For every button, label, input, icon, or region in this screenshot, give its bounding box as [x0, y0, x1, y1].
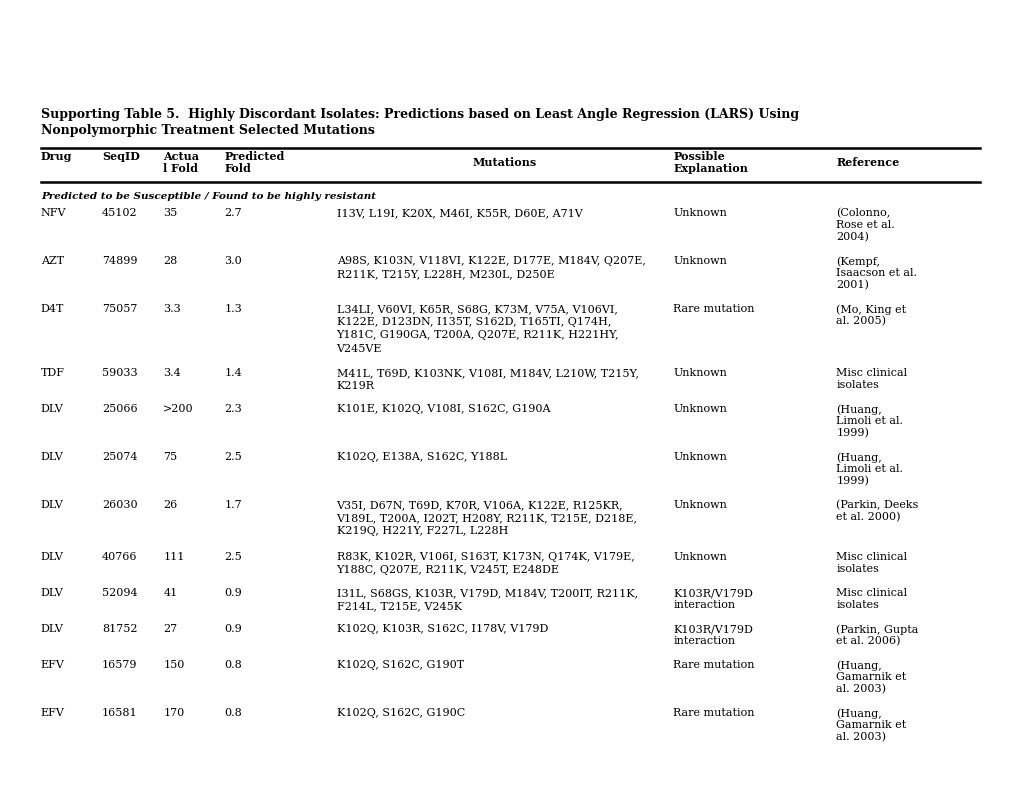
Text: 0.8: 0.8	[224, 708, 242, 718]
Text: 25066: 25066	[102, 404, 138, 414]
Text: SeqID: SeqID	[102, 151, 140, 162]
Text: 0.9: 0.9	[224, 624, 242, 634]
Text: DLV: DLV	[41, 588, 63, 598]
Text: (Mo, King et
al. 2005): (Mo, King et al. 2005)	[836, 304, 906, 326]
Text: 35: 35	[163, 208, 177, 218]
Text: Misc clinical
isolates: Misc clinical isolates	[836, 552, 907, 574]
Text: I31L, S68GS, K103R, V179D, M184V, T200IT, R211K,
F214L, T215E, V245K: I31L, S68GS, K103R, V179D, M184V, T200IT…	[336, 588, 637, 611]
Text: (Huang,
Limoli et al.
1999): (Huang, Limoli et al. 1999)	[836, 452, 903, 486]
Text: 28: 28	[163, 256, 177, 266]
Text: >200: >200	[163, 404, 194, 414]
Text: Unknown: Unknown	[673, 404, 727, 414]
Text: 59033: 59033	[102, 368, 138, 378]
Text: 74899: 74899	[102, 256, 138, 266]
Text: 16581: 16581	[102, 708, 138, 718]
Text: Unknown: Unknown	[673, 452, 727, 462]
Text: I13V, L19I, K20X, M46I, K55R, D60E, A71V: I13V, L19I, K20X, M46I, K55R, D60E, A71V	[336, 208, 582, 218]
Text: K102Q, E138A, S162C, Y188L: K102Q, E138A, S162C, Y188L	[336, 452, 506, 462]
Text: Unknown: Unknown	[673, 368, 727, 378]
Text: 45102: 45102	[102, 208, 138, 218]
Text: 3.0: 3.0	[224, 256, 242, 266]
Text: DLV: DLV	[41, 552, 63, 562]
Text: K103R/V179D
interaction: K103R/V179D interaction	[673, 624, 752, 645]
Text: EFV: EFV	[41, 660, 64, 670]
Text: 1.4: 1.4	[224, 368, 242, 378]
Text: 75057: 75057	[102, 304, 138, 314]
Text: Mutations: Mutations	[473, 157, 536, 168]
Text: NFV: NFV	[41, 208, 66, 218]
Text: A98S, K103N, V118VI, K122E, D177E, M184V, Q207E,
R211K, T215Y, L228H, M230L, D25: A98S, K103N, V118VI, K122E, D177E, M184V…	[336, 256, 645, 279]
Text: 27: 27	[163, 624, 177, 634]
Text: Unknown: Unknown	[673, 500, 727, 510]
Text: 1.7: 1.7	[224, 500, 242, 510]
Text: M41L, T69D, K103NK, V108I, M184V, L210W, T215Y,
K219R: M41L, T69D, K103NK, V108I, M184V, L210W,…	[336, 368, 638, 391]
Text: L34LI, V60VI, K65R, S68G, K73M, V75A, V106VI,
K122E, D123DN, I135T, S162D, T165T: L34LI, V60VI, K65R, S68G, K73M, V75A, V1…	[336, 304, 619, 354]
Text: 16579: 16579	[102, 660, 138, 670]
Text: Rare mutation: Rare mutation	[673, 660, 754, 670]
Text: (Parkin, Deeks
et al. 2000): (Parkin, Deeks et al. 2000)	[836, 500, 918, 522]
Text: 26: 26	[163, 500, 177, 510]
Text: Drug: Drug	[41, 151, 72, 162]
Text: Predicted: Predicted	[224, 151, 284, 162]
Text: 41: 41	[163, 588, 177, 598]
Text: DLV: DLV	[41, 500, 63, 510]
Text: Unknown: Unknown	[673, 256, 727, 266]
Text: TDF: TDF	[41, 368, 65, 378]
Text: D4T: D4T	[41, 304, 64, 314]
Text: EFV: EFV	[41, 708, 64, 718]
Text: 3.4: 3.4	[163, 368, 180, 378]
Text: K102Q, S162C, G190T: K102Q, S162C, G190T	[336, 660, 464, 670]
Text: Rare mutation: Rare mutation	[673, 304, 754, 314]
Text: (Kempf,
Isaacson et al.
2001): (Kempf, Isaacson et al. 2001)	[836, 256, 916, 290]
Text: Explanation: Explanation	[673, 163, 747, 174]
Text: Predicted to be Susceptible / Found to be highly resistant: Predicted to be Susceptible / Found to b…	[41, 192, 375, 201]
Text: (Huang,
Gamarnik et
al. 2003): (Huang, Gamarnik et al. 2003)	[836, 660, 906, 694]
Text: Misc clinical
isolates: Misc clinical isolates	[836, 368, 907, 389]
Text: K103R/V179D
interaction: K103R/V179D interaction	[673, 588, 752, 610]
Text: Fold: Fold	[224, 163, 251, 174]
Text: K102Q, K103R, S162C, I178V, V179D: K102Q, K103R, S162C, I178V, V179D	[336, 624, 547, 634]
Text: 2.7: 2.7	[224, 208, 242, 218]
Text: V35I, D67N, T69D, K70R, V106A, K122E, R125KR,
V189L, T200A, I202T, H208Y, R211K,: V35I, D67N, T69D, K70R, V106A, K122E, R1…	[336, 500, 637, 537]
Text: Actua: Actua	[163, 151, 199, 162]
Text: 0.8: 0.8	[224, 660, 242, 670]
Text: 111: 111	[163, 552, 184, 562]
Text: 2.3: 2.3	[224, 404, 242, 414]
Text: 26030: 26030	[102, 500, 138, 510]
Text: Misc clinical
isolates: Misc clinical isolates	[836, 588, 907, 610]
Text: DLV: DLV	[41, 452, 63, 462]
Text: 170: 170	[163, 708, 184, 718]
Text: 3.3: 3.3	[163, 304, 180, 314]
Text: K102Q, S162C, G190C: K102Q, S162C, G190C	[336, 708, 465, 718]
Text: AZT: AZT	[41, 256, 64, 266]
Text: 25074: 25074	[102, 452, 138, 462]
Text: 40766: 40766	[102, 552, 138, 562]
Text: 2.5: 2.5	[224, 552, 242, 562]
Text: (Colonno,
Rose et al.
2004): (Colonno, Rose et al. 2004)	[836, 208, 895, 242]
Text: Reference: Reference	[836, 157, 899, 168]
Text: 0.9: 0.9	[224, 588, 242, 598]
Text: (Huang,
Limoli et al.
1999): (Huang, Limoli et al. 1999)	[836, 404, 903, 438]
Text: 150: 150	[163, 660, 184, 670]
Text: DLV: DLV	[41, 404, 63, 414]
Text: Unknown: Unknown	[673, 552, 727, 562]
Text: Possible: Possible	[673, 151, 725, 162]
Text: 81752: 81752	[102, 624, 138, 634]
Text: 75: 75	[163, 452, 177, 462]
Text: 2.5: 2.5	[224, 452, 242, 462]
Text: l Fold: l Fold	[163, 163, 198, 174]
Text: Supporting Table 5.  Highly Discordant Isolates: Predictions based on Least Angl: Supporting Table 5. Highly Discordant Is…	[41, 108, 798, 121]
Text: (Parkin, Gupta
et al. 2006): (Parkin, Gupta et al. 2006)	[836, 624, 918, 646]
Text: Nonpolymorphic Treatment Selected Mutations: Nonpolymorphic Treatment Selected Mutati…	[41, 124, 374, 137]
Text: (Huang,
Gamarnik et
al. 2003): (Huang, Gamarnik et al. 2003)	[836, 708, 906, 742]
Text: Rare mutation: Rare mutation	[673, 708, 754, 718]
Text: 52094: 52094	[102, 588, 138, 598]
Text: DLV: DLV	[41, 624, 63, 634]
Text: R83K, K102R, V106I, S163T, K173N, Q174K, V179E,
Y188C, Q207E, R211K, V245T, E248: R83K, K102R, V106I, S163T, K173N, Q174K,…	[336, 552, 634, 575]
Text: 1.3: 1.3	[224, 304, 242, 314]
Text: K101E, K102Q, V108I, S162C, G190A: K101E, K102Q, V108I, S162C, G190A	[336, 404, 549, 414]
Text: Unknown: Unknown	[673, 208, 727, 218]
